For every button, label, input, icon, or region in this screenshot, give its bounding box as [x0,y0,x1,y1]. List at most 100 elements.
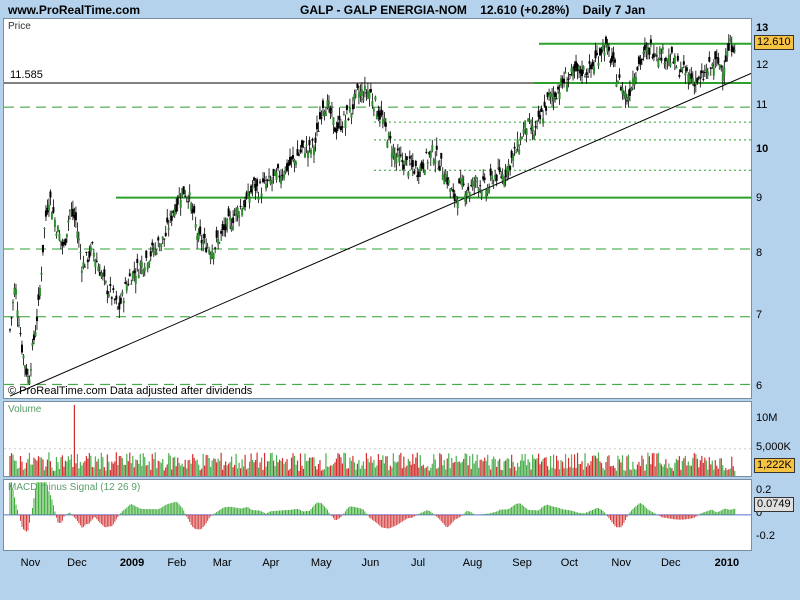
price-panel[interactable]: Price 11.585 © ProRealTime.com Data adju… [3,18,752,399]
candle-body [648,47,651,55]
time-tick-label: Nov [611,557,631,569]
candle-body [254,183,257,191]
time-tick-label: 2010 [714,557,740,569]
candle-body [495,174,498,181]
candle-body [14,289,17,295]
candle-body [149,251,152,257]
candle-body [431,145,434,151]
candle-body [560,78,563,87]
candle-body [185,197,188,199]
candle-body [616,81,619,83]
candle-body [323,111,326,116]
candle-body [368,90,371,99]
candle-body [245,192,248,199]
candle-body [551,94,554,98]
price-tick-label: 6 [756,380,763,393]
candle-body [10,317,13,319]
candle-body [194,224,197,228]
candle-body [327,101,330,105]
candle-body [501,174,504,182]
candle-body [636,66,639,71]
candle-body [178,194,181,197]
candle-body [260,193,263,197]
candle-body [112,288,115,290]
candle-body [44,210,47,217]
candle-body [715,57,718,59]
candle-body [356,83,359,88]
candle-body [452,189,455,193]
candle-body [405,156,408,161]
macd-panel[interactable]: MACD minus Signal (12 26 9) [3,479,752,551]
candle-body [658,48,661,55]
candle-body [158,249,161,251]
candle-body [172,210,175,213]
candle-body [336,122,339,129]
candle-body [357,93,360,98]
time-tick-label: Aug [462,557,483,569]
candle-body [404,159,407,166]
candle-body [115,295,118,300]
candle-body [94,259,97,268]
candle-body [40,272,43,275]
candle-body [354,89,357,91]
candle-body [392,148,395,157]
candle-body [230,225,233,231]
candle-body [652,53,655,58]
candle-body [309,149,312,155]
candle-body [521,138,524,140]
candle-body [594,50,597,59]
candle-body [137,274,140,278]
candle-body [621,87,624,94]
candle-body [140,261,143,268]
site-name[interactable]: www.ProRealTime.com [8,3,141,17]
candle-body [557,86,560,90]
candle-body [645,48,648,52]
candle-body [578,66,581,70]
candle-body [613,59,616,63]
candle-body [414,160,417,167]
candle-body [477,188,480,192]
candle-body [359,91,362,96]
candle-body [531,125,534,132]
candle-body [516,139,519,147]
candle-body [714,51,717,60]
candle-body [491,176,494,180]
candle-body [503,179,506,186]
macd-tick-label: -0.2 [756,530,775,543]
candle-body [220,231,223,234]
candle-body [37,294,40,301]
price-tick-label: 13 [756,21,769,34]
candle-body [518,148,521,154]
candle-body [607,46,610,51]
candle-body [70,210,73,212]
candle-body [347,118,350,121]
candle-body [193,206,196,213]
volume-panel[interactable]: Volume [3,401,752,477]
candle-body [251,187,254,189]
candle-body [634,76,637,82]
candle-body [489,168,492,176]
candle-body [465,192,468,196]
price-tick-label: 8 [756,246,763,259]
candle-body [218,242,221,244]
candle-body [43,228,46,230]
candle-body [434,159,437,164]
candle-body [208,249,211,254]
candle-body [643,44,646,51]
candle-body [205,247,208,253]
candle-body [188,192,191,196]
candle-body [166,217,169,223]
candle-body [706,71,709,76]
candle-body [32,334,35,341]
candle-body [441,174,444,180]
candle-body [419,165,422,172]
candle-body [630,87,633,91]
candle-body [688,75,691,83]
candle-body [694,79,697,85]
candle-body [401,159,404,163]
candle-body [456,200,459,209]
candle-body [41,244,44,253]
candle-body [417,171,420,177]
candle-body [395,157,398,164]
candle-body [386,141,389,148]
